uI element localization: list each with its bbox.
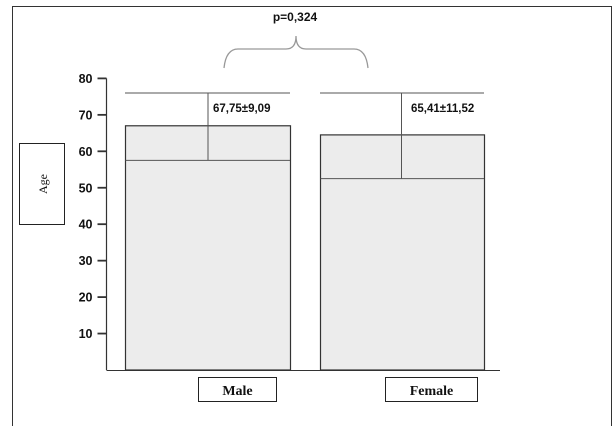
significance-bracket xyxy=(223,35,369,69)
y-tick-label: 20 xyxy=(79,291,93,305)
y-tick-label: 70 xyxy=(79,108,93,122)
data-label-female: 65,41±11,52 xyxy=(411,103,474,115)
category-label-male: Male xyxy=(222,384,252,399)
y-tick-label: 50 xyxy=(79,181,93,195)
y-tick-label: 40 xyxy=(79,218,93,232)
category-label-female: Female xyxy=(410,384,454,399)
data-label-male: 67,75±9,09 xyxy=(213,103,270,115)
y-axis-label: Age xyxy=(36,174,50,194)
bars-group xyxy=(124,92,486,371)
y-tick-label: 10 xyxy=(79,327,93,341)
bar-male xyxy=(124,125,292,371)
y-tick-label: 30 xyxy=(79,254,93,268)
y-tick-label: 60 xyxy=(79,145,93,159)
labels-group: 10 20 30 40 50 60 70 80 67,75±9,09 Male 65,41±11,5… xyxy=(79,72,478,402)
y-axis-label-box xyxy=(19,143,65,225)
p-value-annotation: p=0,324 xyxy=(273,10,318,24)
category-label-box-male xyxy=(198,377,277,402)
bar-female xyxy=(319,134,486,371)
y-tick-label: 80 xyxy=(79,72,93,86)
category-label-box-female xyxy=(385,377,478,402)
